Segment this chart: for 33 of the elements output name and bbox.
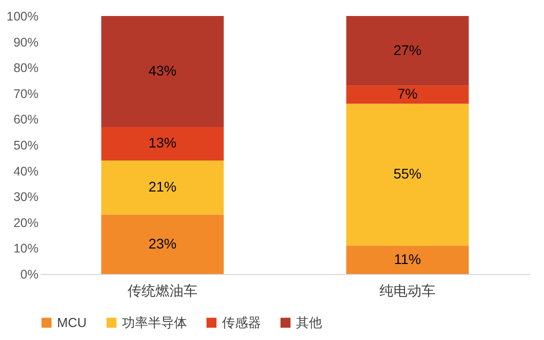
legend-label: 传感器 bbox=[222, 314, 261, 330]
data-label: 43% bbox=[148, 62, 177, 78]
x-tick-label: 传统燃油车 bbox=[128, 282, 198, 298]
bar bbox=[346, 104, 469, 246]
x-tick-label: 纯电动车 bbox=[380, 282, 436, 298]
bar bbox=[101, 214, 224, 274]
bar bbox=[101, 16, 224, 127]
bar bbox=[101, 160, 224, 215]
y-tick-label: 30% bbox=[13, 190, 38, 204]
y-tick-label: 60% bbox=[13, 112, 38, 127]
bar bbox=[346, 246, 469, 274]
y-tick-label: 40% bbox=[13, 164, 38, 178]
y-tick-label: 10% bbox=[13, 242, 38, 256]
legend-label: 其他 bbox=[296, 314, 322, 330]
data-label: 13% bbox=[148, 134, 177, 151]
y-tick-label: 100% bbox=[6, 10, 38, 24]
legend-label: MCU bbox=[57, 314, 87, 330]
data-label: 11% bbox=[394, 250, 421, 267]
bar bbox=[346, 86, 469, 104]
bar bbox=[346, 16, 469, 86]
y-tick-label: 80% bbox=[13, 61, 38, 76]
data-label: 27% bbox=[393, 42, 422, 58]
y-tick-label: 50% bbox=[13, 138, 38, 152]
y-tick-label: 20% bbox=[13, 216, 38, 230]
y-tick-label: 70% bbox=[13, 86, 38, 101]
y-tick-label: 90% bbox=[13, 35, 38, 50]
data-label: 21% bbox=[148, 178, 177, 195]
data-label: 7% bbox=[397, 86, 418, 102]
data-label: 55% bbox=[393, 166, 422, 182]
bar bbox=[101, 126, 224, 160]
y-tick-label: 0% bbox=[20, 268, 38, 282]
data-label: 23% bbox=[148, 235, 177, 252]
legend-label: 功率半导体 bbox=[122, 314, 187, 330]
